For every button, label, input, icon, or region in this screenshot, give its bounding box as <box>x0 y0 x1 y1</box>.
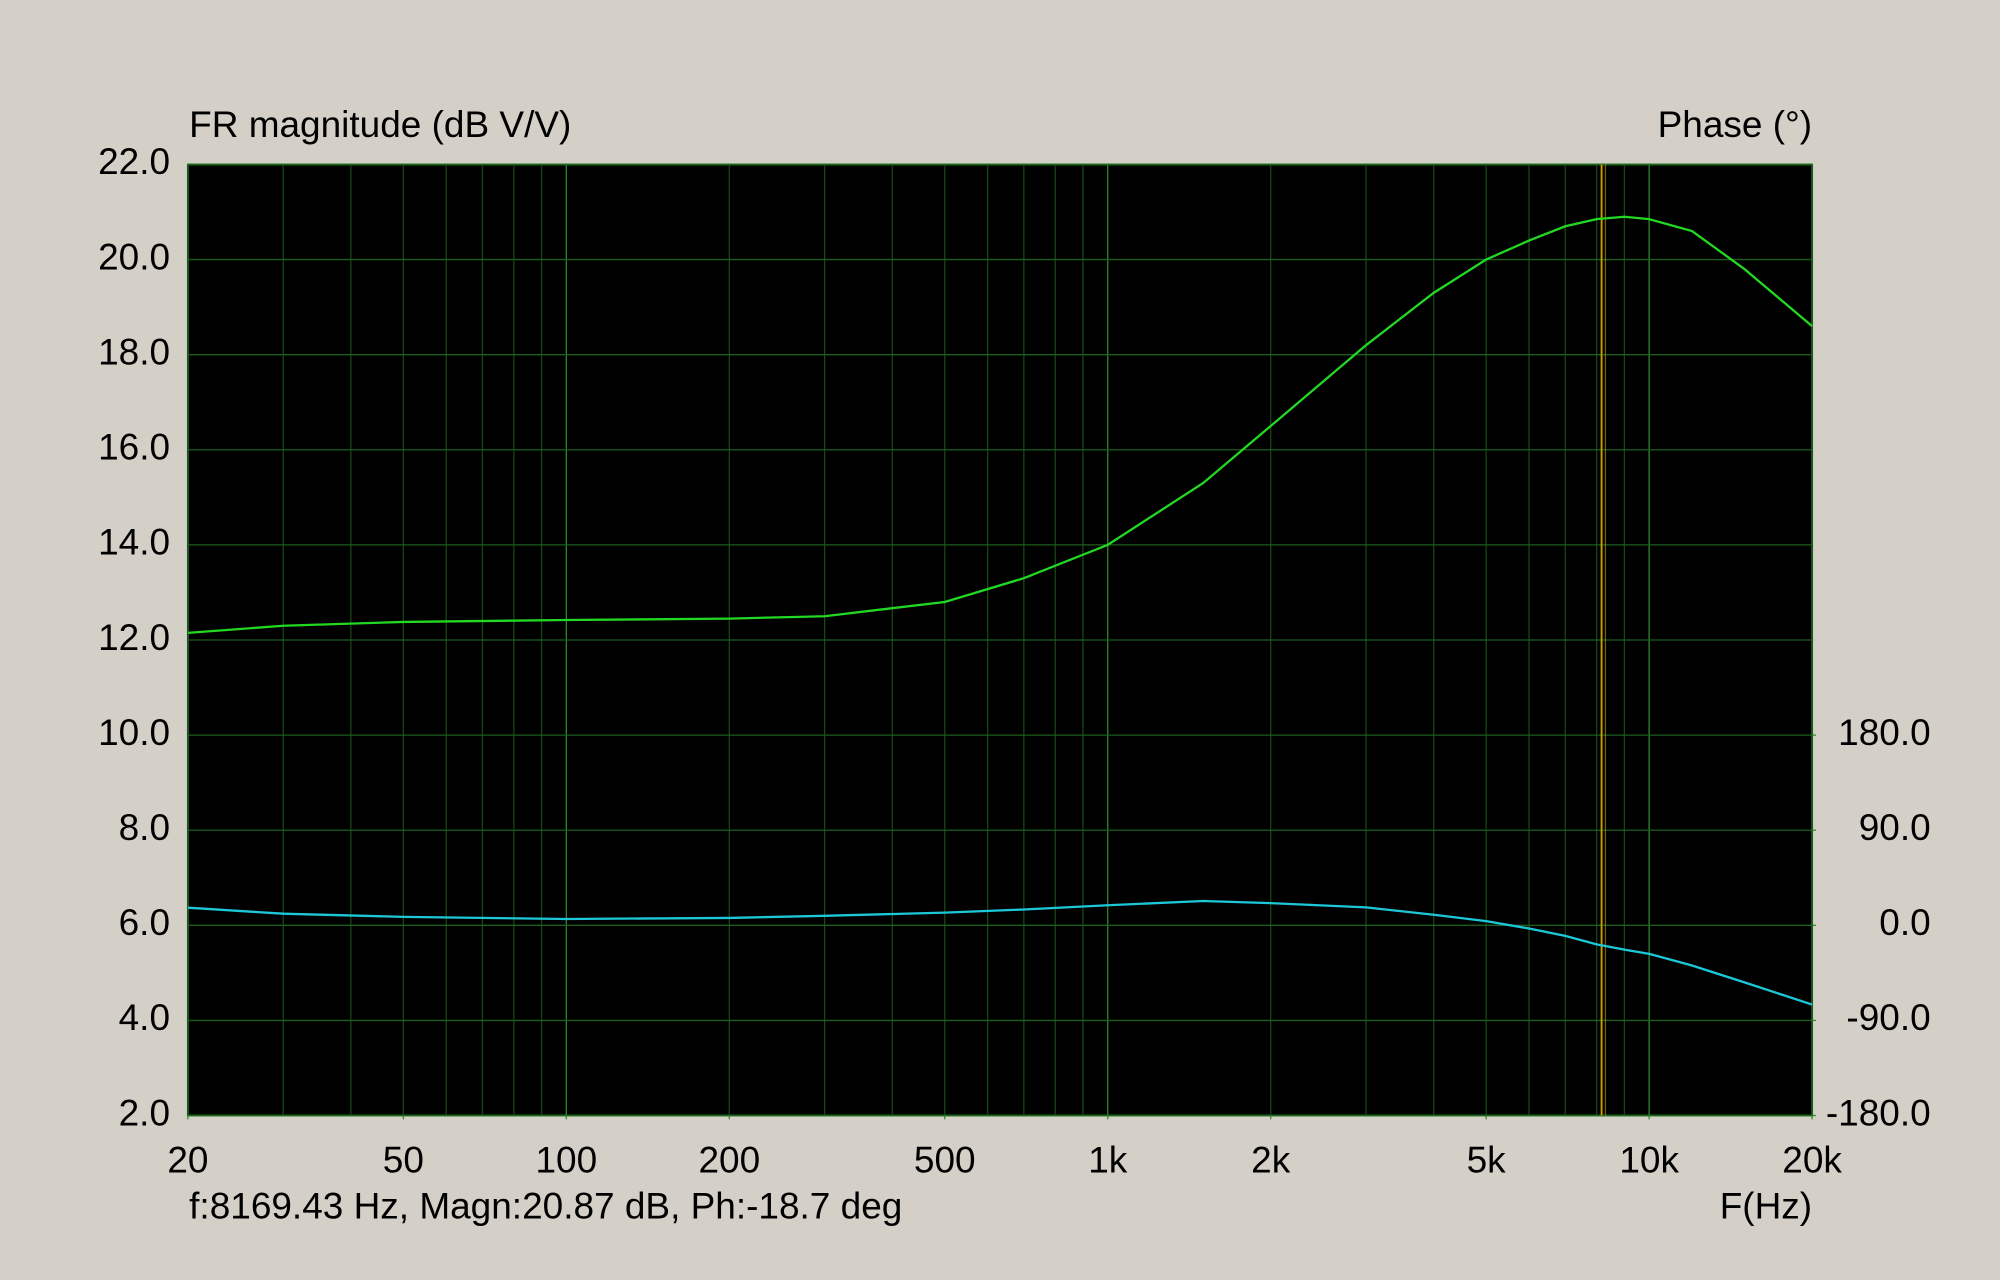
x-tick-label: 5k <box>1467 1139 1507 1180</box>
x-tick-label: 1k <box>1088 1139 1128 1180</box>
y-tick-label: 8.0 <box>119 807 170 848</box>
x-tick-label: 200 <box>698 1139 760 1180</box>
y2-axis-label: Phase (°) <box>1658 104 1813 145</box>
x-tick-label: 10k <box>1619 1139 1679 1180</box>
watermark: STEPS <box>1771 178 1814 406</box>
y-tick-label: 6.0 <box>119 902 170 943</box>
y-tick-label: 14.0 <box>98 522 170 563</box>
series-line <box>187 215 1813 635</box>
status-text: f:8169.43 Hz, Magn:20.87 dB, Ph:-18.7 de… <box>189 1185 902 1226</box>
y2-tick-label: -90.0 <box>1846 997 1930 1038</box>
x-tick-label: 500 <box>914 1139 976 1180</box>
y2-tick-label: -180.0 <box>1826 1092 1931 1133</box>
y-tick-label: 10.0 <box>98 712 170 753</box>
y-tick-label: 12.0 <box>98 617 170 658</box>
x-tick-label: 2k <box>1251 1139 1291 1180</box>
y-tick-label: 4.0 <box>119 997 170 1038</box>
y-tick-label: 22.0 <box>98 141 170 182</box>
y-axis-label: FR magnitude (dB V/V) <box>189 104 571 145</box>
y-tick-label: 20.0 <box>98 236 170 277</box>
x-tick-label: 20 <box>167 1139 208 1180</box>
x-tick-label: 20k <box>1782 1139 1842 1180</box>
x-axis-label: F(Hz) <box>1720 1185 1812 1226</box>
x-tick-label: 50 <box>383 1139 424 1180</box>
y2-tick-label: 0.0 <box>1879 902 1930 943</box>
x-tick-label: 100 <box>535 1139 597 1180</box>
y-tick-label: 2.0 <box>119 1092 170 1133</box>
series-line <box>187 899 1813 1006</box>
y2-tick-label: 90.0 <box>1859 807 1931 848</box>
y-tick-label: 18.0 <box>98 331 170 372</box>
y2-tick-label: 180.0 <box>1838 712 1931 753</box>
y-tick-label: 16.0 <box>98 427 170 468</box>
